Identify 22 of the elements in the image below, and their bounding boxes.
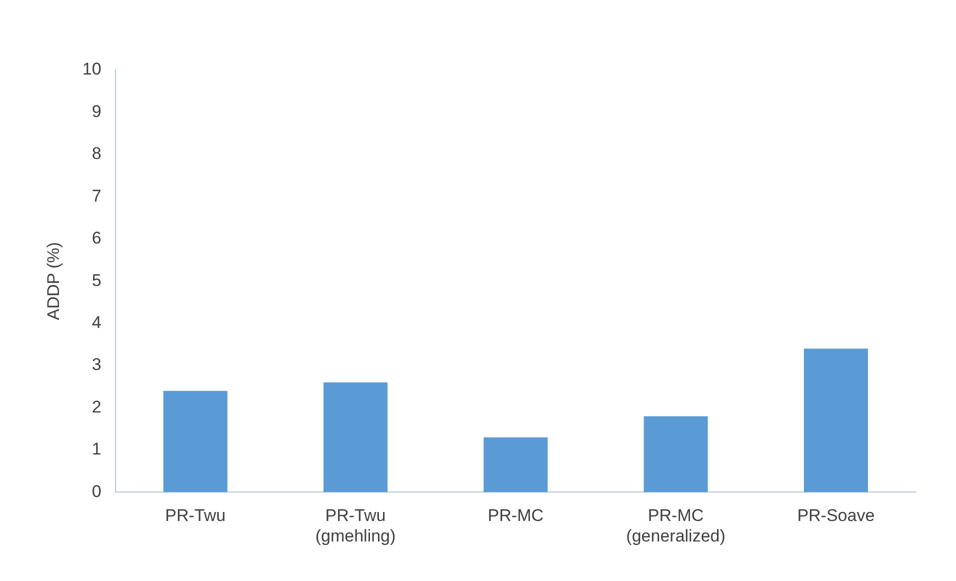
y-axis-title: ADDP (%) (44, 242, 63, 320)
y-tick-label: 0 (92, 482, 102, 501)
bar (804, 348, 868, 492)
y-tick-label: 3 (92, 355, 102, 374)
x-tick-label: PR-Twu (165, 506, 226, 526)
y-tick-label: 1 (92, 440, 102, 459)
y-tick-label: 10 (82, 60, 102, 79)
bar (644, 416, 708, 492)
y-tick-label: 7 (92, 186, 102, 206)
x-tick-label: PR-Twu (gmehling) (315, 506, 396, 546)
x-tick-label: PR-Soave (797, 506, 875, 526)
bar (323, 382, 388, 492)
bar (484, 437, 548, 492)
x-tick-label: PR-MC (generalized) (626, 506, 726, 546)
y-tick-label: 4 (92, 313, 102, 332)
y-tick-label: 8 (92, 144, 102, 164)
x-tick-label: PR-MC (488, 506, 544, 526)
y-tick-label: 2 (92, 397, 102, 416)
y-tick-label: 9 (92, 102, 102, 121)
bar (163, 390, 228, 492)
y-tick-label: 6 (92, 228, 102, 248)
y-tick-label: 5 (92, 270, 102, 290)
